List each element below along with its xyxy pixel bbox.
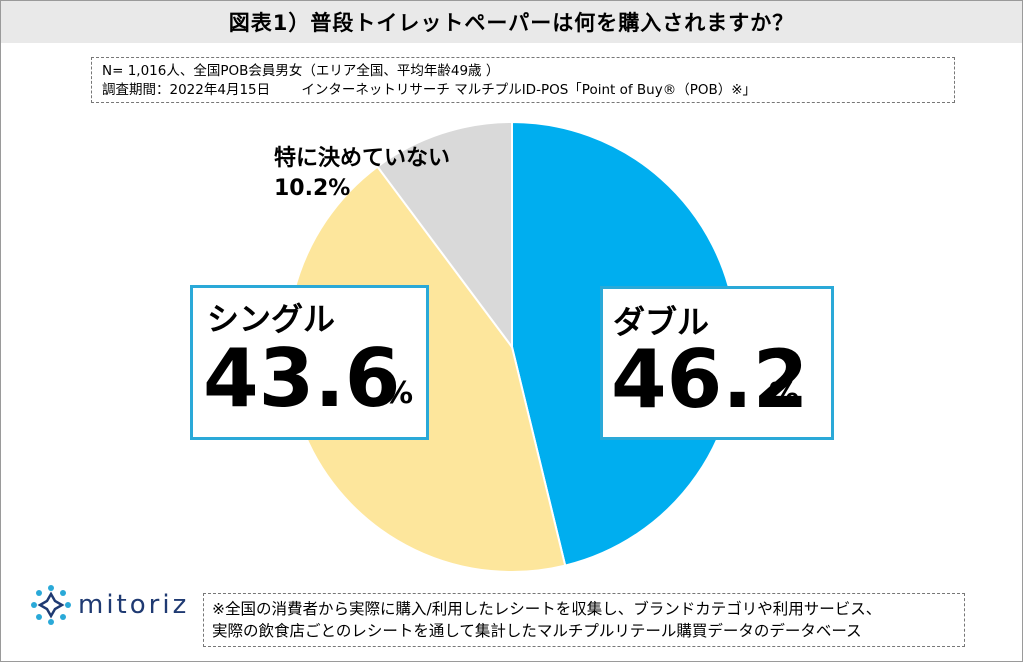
label-box-double: ダブル 46.2 %: [600, 286, 834, 440]
footnote-box: ※全国の消費者から実際に購入/利用したレシートを収集し、ブランドカテゴリや利用サ…: [203, 593, 965, 647]
label-double-percent: %: [769, 377, 800, 412]
label-none: 特に決めていない 10.2%: [274, 144, 450, 204]
label-none-value: 10.2%: [274, 176, 351, 201]
label-double-value: 46.2: [611, 333, 809, 426]
footnote-line2: 実際の飲食店ごとのレシートを通して集計したマルチプルリテール購買データのデータベ…: [212, 622, 862, 640]
survey-note-line2: 調査期間：2022年4月15日 インターネットリサーチ マルチプルID-POS「…: [102, 82, 757, 98]
title-bar: 図表1）普段トイレットペーパーは何を購入されますか？: [1, 1, 1022, 43]
survey-note-line1: N= 1,016人、全国POB会員男女（エリア全国、平均年齢49歳 ）: [102, 63, 500, 79]
label-none-name: 特に決めていない: [274, 146, 451, 171]
pie-slice-none: [376, 120, 513, 351]
label-double-name: ダブル: [613, 303, 710, 341]
label-box-single: シングル 43.6 %: [190, 285, 429, 440]
label-single-percent: %: [383, 376, 414, 411]
label-single-name: シングル: [207, 300, 336, 338]
label-single-value: 43.6: [203, 332, 401, 425]
mitoriz-logo-text: mitoriz: [78, 590, 190, 620]
mitoriz-logo: mitoriz: [30, 583, 189, 627]
mitoriz-logo-icon: [31, 585, 71, 625]
footnote-line1: ※全国の消費者から実際に購入/利用したレシートを収集し、ブランドカテゴリや利用サ…: [212, 600, 882, 618]
survey-note-box: N= 1,016人、全国POB会員男女（エリア全国、平均年齢49歳 ） 調査期間…: [91, 57, 955, 103]
chart-title: 図表1）普段トイレットペーパーは何を購入されますか？: [228, 11, 795, 35]
